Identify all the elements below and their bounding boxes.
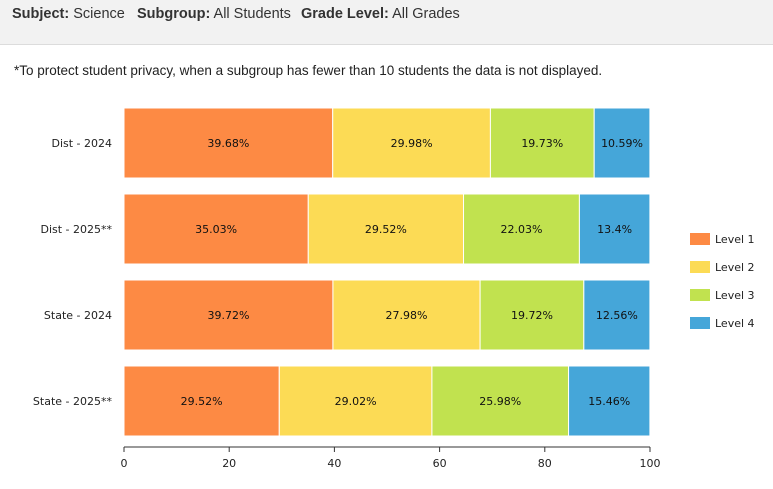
bar-segment — [123, 107, 334, 179]
bar-segment — [431, 365, 570, 437]
filter-grade-level-value: All Grades — [392, 6, 460, 22]
filter-grade-level: Grade Level: All Grades — [301, 6, 460, 22]
data-label: 10.59% — [601, 137, 643, 150]
bar-segment — [479, 279, 585, 351]
filter-subgroup-label: Subgroup: — [137, 6, 211, 22]
data-label: 27.98% — [386, 309, 428, 322]
filter-subgroup: Subgroup: All Students — [137, 6, 291, 22]
data-label: 35.03% — [195, 223, 237, 236]
bar-segment — [568, 365, 651, 437]
bar-segment — [332, 279, 481, 351]
y-tick-label: Dist - 2024 — [51, 137, 112, 150]
bar-segment — [593, 107, 651, 179]
filter-subject-value: Science — [73, 6, 125, 22]
legend-swatch — [690, 261, 710, 273]
data-label: 19.72% — [511, 309, 553, 322]
x-tick-label: 20 — [222, 457, 236, 470]
x-tick-label: 40 — [327, 457, 341, 470]
data-label: 39.72% — [207, 309, 249, 322]
legend-label: Level 4 — [715, 317, 755, 330]
bar-segment — [123, 365, 280, 437]
legend-label: Level 2 — [715, 261, 755, 274]
filter-grade-level-label: Grade Level: — [301, 6, 389, 22]
y-tick-label: Dist - 2025** — [40, 223, 112, 236]
filter-bar: Subject: Science Subgroup: All Students … — [0, 0, 773, 45]
data-label: 29.52% — [181, 395, 223, 408]
privacy-note: *To protect student privacy, when a subg… — [14, 63, 603, 78]
legend-swatch — [690, 317, 710, 329]
bar-segment — [123, 193, 309, 265]
data-label: 12.56% — [596, 309, 638, 322]
filter-subject-label: Subject: — [12, 6, 70, 22]
bar-segment — [307, 193, 465, 265]
bar-segment — [489, 107, 595, 179]
data-label: 29.52% — [365, 223, 407, 236]
data-label: 29.98% — [391, 137, 433, 150]
data-label: 19.73% — [521, 137, 563, 150]
data-label: 15.46% — [588, 395, 630, 408]
x-tick-label: 80 — [538, 457, 552, 470]
legend-swatch — [690, 289, 710, 301]
data-label: 29.02% — [335, 395, 377, 408]
filter-subject: Subject: Science — [12, 6, 125, 22]
bar-segment — [123, 279, 334, 351]
legend-label: Level 3 — [715, 289, 755, 302]
bar-segment — [583, 279, 651, 351]
data-label: 22.03% — [500, 223, 542, 236]
legend-label: Level 1 — [715, 233, 755, 246]
data-label: 13.4% — [597, 223, 632, 236]
x-tick-label: 100 — [640, 457, 661, 470]
legend-swatch — [690, 233, 710, 245]
bar-segment — [578, 193, 651, 265]
x-tick-label: 0 — [121, 457, 128, 470]
y-tick-label: State - 2025** — [33, 395, 113, 408]
bar-segment — [463, 193, 580, 265]
filter-subgroup-value: All Students — [213, 6, 291, 22]
x-tick-label: 60 — [433, 457, 447, 470]
data-label: 25.98% — [479, 395, 521, 408]
data-label: 39.68% — [207, 137, 249, 150]
bar-segment — [278, 365, 433, 437]
y-tick-label: State - 2024 — [44, 309, 112, 322]
